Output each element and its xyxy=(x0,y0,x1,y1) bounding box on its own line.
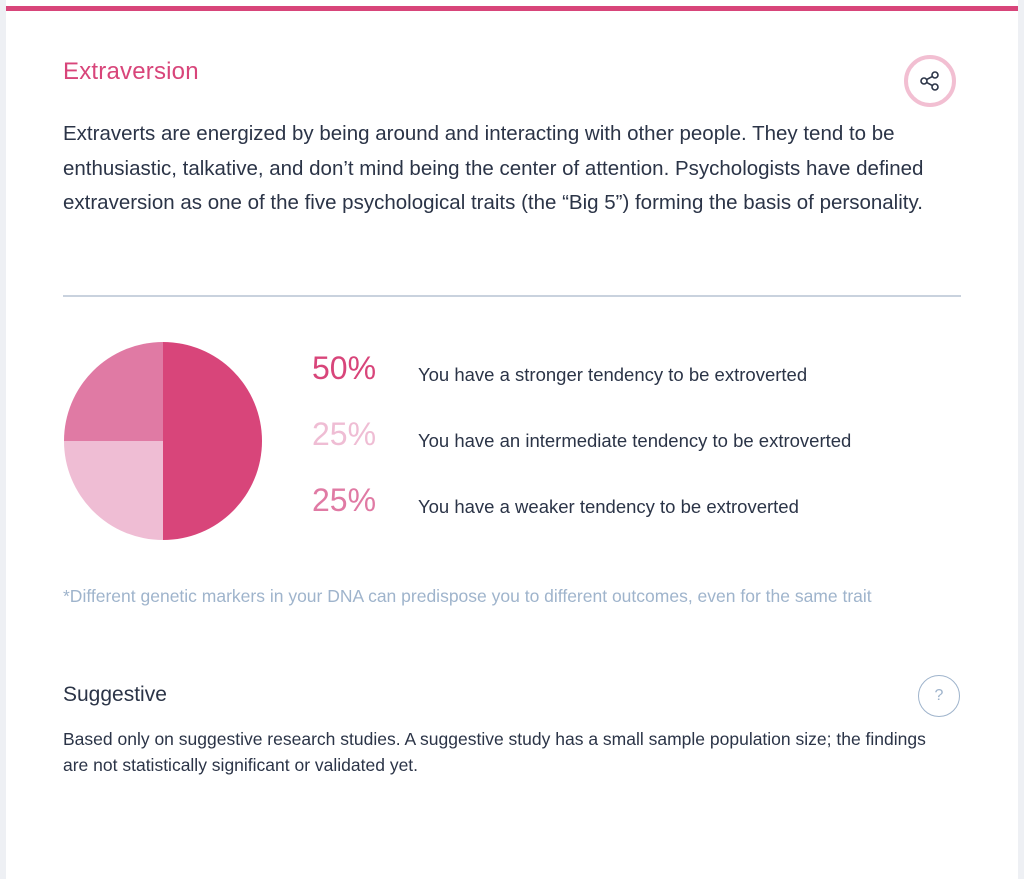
share-button[interactable] xyxy=(904,55,956,107)
share-icon xyxy=(920,71,939,91)
question-icon: ? xyxy=(934,687,944,704)
legend-label-3: You have a weaker tendency to be extrove… xyxy=(418,496,799,517)
trait-title: Extraversion xyxy=(63,58,199,85)
pie-slice-1 xyxy=(163,342,262,540)
evidence-title: Suggestive xyxy=(63,683,167,706)
genetic-footnote: *Different genetic markers in your DNA c… xyxy=(63,586,872,606)
pie-slice-2 xyxy=(64,441,163,540)
legend-percent-2: 25% xyxy=(312,416,377,452)
accent-bar xyxy=(6,6,1018,11)
legend-row-1: 50% You have a stronger tendency to be ex… xyxy=(312,350,962,400)
help-button[interactable]: ? xyxy=(918,675,960,717)
legend-label-2: You have an intermediate tendency to be … xyxy=(418,430,852,451)
evidence-description: Based only on suggestive research studie… xyxy=(63,729,926,775)
pie-slice-3 xyxy=(64,342,163,441)
legend-label-1: You have a stronger tendency to be extro… xyxy=(418,364,808,385)
legend-row-3: 25% You have a weaker tendency to be extr… xyxy=(312,482,962,532)
trait-description: Extraverts are energized by being around… xyxy=(63,122,924,214)
trait-card: Extraversion Extraverts are energized by… xyxy=(6,0,1018,879)
legend-percent-1: 50% xyxy=(312,350,377,386)
legend-percent-3: 25% xyxy=(312,482,377,518)
divider xyxy=(63,295,961,297)
legend-row-2: 25% You have an intermediate tendency to … xyxy=(312,416,962,466)
distribution-pie-chart xyxy=(64,342,262,540)
